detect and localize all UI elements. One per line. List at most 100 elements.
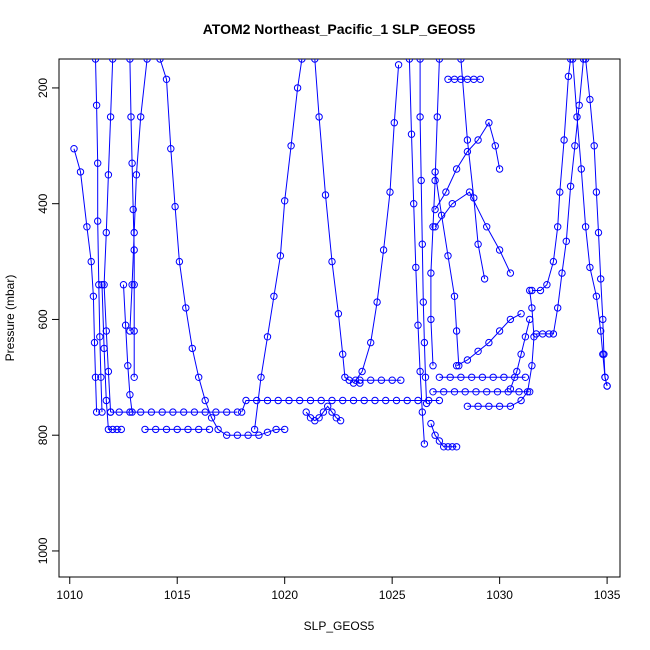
x-axis-label: SLP_GEOS5 <box>304 619 375 633</box>
data-point <box>382 396 390 405</box>
data-point <box>392 396 401 405</box>
data-point <box>450 292 459 300</box>
data-point <box>115 408 123 416</box>
series-line <box>430 59 440 366</box>
data-point <box>562 237 570 246</box>
data-point <box>109 59 117 63</box>
data-point <box>416 367 424 376</box>
data-point <box>422 399 431 408</box>
data-point <box>205 425 214 434</box>
x-tick-label: 1020 <box>271 588 298 602</box>
data-point <box>455 362 463 370</box>
data-point <box>156 59 164 63</box>
series-group <box>70 59 611 451</box>
data-point <box>281 197 289 205</box>
data-point <box>349 379 358 387</box>
data-point <box>517 310 525 318</box>
data-point <box>298 59 306 63</box>
data-point <box>586 95 594 104</box>
data-point <box>517 350 525 358</box>
data-point <box>394 61 403 69</box>
data-point <box>334 310 343 318</box>
data-point <box>367 338 375 347</box>
data-point <box>435 373 444 381</box>
x-tick-label: 1010 <box>56 588 83 602</box>
data-point <box>233 431 242 439</box>
data-point <box>306 396 315 405</box>
data-point <box>526 315 534 324</box>
data-point <box>521 373 530 381</box>
data-point <box>536 286 545 295</box>
series-line <box>408 59 425 444</box>
data-point <box>603 382 611 390</box>
data-point <box>528 286 536 295</box>
data-point <box>506 402 515 410</box>
data-point <box>463 147 472 156</box>
data-point <box>579 59 588 63</box>
data-point <box>190 408 199 416</box>
data-point <box>126 59 134 63</box>
data-point <box>554 304 562 312</box>
data-point <box>293 84 302 92</box>
data-point <box>250 425 259 434</box>
data-point <box>141 425 149 434</box>
data-point <box>556 188 564 196</box>
data-point <box>126 327 134 335</box>
data-point <box>440 388 448 396</box>
data-point <box>113 425 121 434</box>
data-point <box>324 402 332 410</box>
series-line <box>434 191 511 274</box>
data-point <box>91 59 100 63</box>
data-point <box>581 223 590 231</box>
series-line <box>103 59 114 413</box>
data-point <box>328 396 336 405</box>
series-line <box>101 284 122 430</box>
data-point <box>500 373 508 381</box>
data-point <box>130 281 138 289</box>
data-point <box>171 202 179 211</box>
data-point <box>129 205 137 214</box>
data-point <box>586 263 594 272</box>
data-point <box>207 414 216 422</box>
data-point <box>390 119 398 127</box>
series-line <box>430 423 457 448</box>
series-line <box>254 59 303 430</box>
data-point <box>558 269 566 277</box>
series-line <box>73 148 98 413</box>
data-point <box>328 408 336 416</box>
data-point <box>416 113 424 121</box>
data-point <box>296 396 304 405</box>
y-axis: 200 400 600 800 1000 <box>36 78 59 564</box>
data-point <box>126 391 134 399</box>
data-point <box>566 59 575 63</box>
data-point <box>577 165 585 173</box>
data-point <box>83 223 91 231</box>
data-point <box>452 327 461 335</box>
data-point <box>427 315 435 324</box>
data-point <box>287 142 295 150</box>
data-point <box>569 59 577 63</box>
data-point <box>457 59 465 63</box>
y-tick-label: 400 <box>36 193 50 213</box>
data-point <box>474 136 482 144</box>
data-point <box>188 344 197 353</box>
data-point <box>317 396 325 405</box>
data-point <box>238 408 246 416</box>
data-point <box>130 228 138 237</box>
data-point <box>521 333 530 341</box>
data-point <box>480 275 489 283</box>
data-point <box>581 59 590 63</box>
data-point <box>102 228 111 237</box>
data-point <box>162 75 171 84</box>
data-point <box>263 428 272 436</box>
data-point <box>452 165 461 173</box>
data-point <box>444 443 452 451</box>
data-point <box>195 425 203 434</box>
data-point <box>98 408 106 416</box>
data-point <box>94 217 102 225</box>
data-point <box>474 347 482 355</box>
data-point <box>429 223 437 231</box>
data-point <box>106 113 115 121</box>
data-point <box>233 408 242 416</box>
series-line <box>241 400 440 413</box>
